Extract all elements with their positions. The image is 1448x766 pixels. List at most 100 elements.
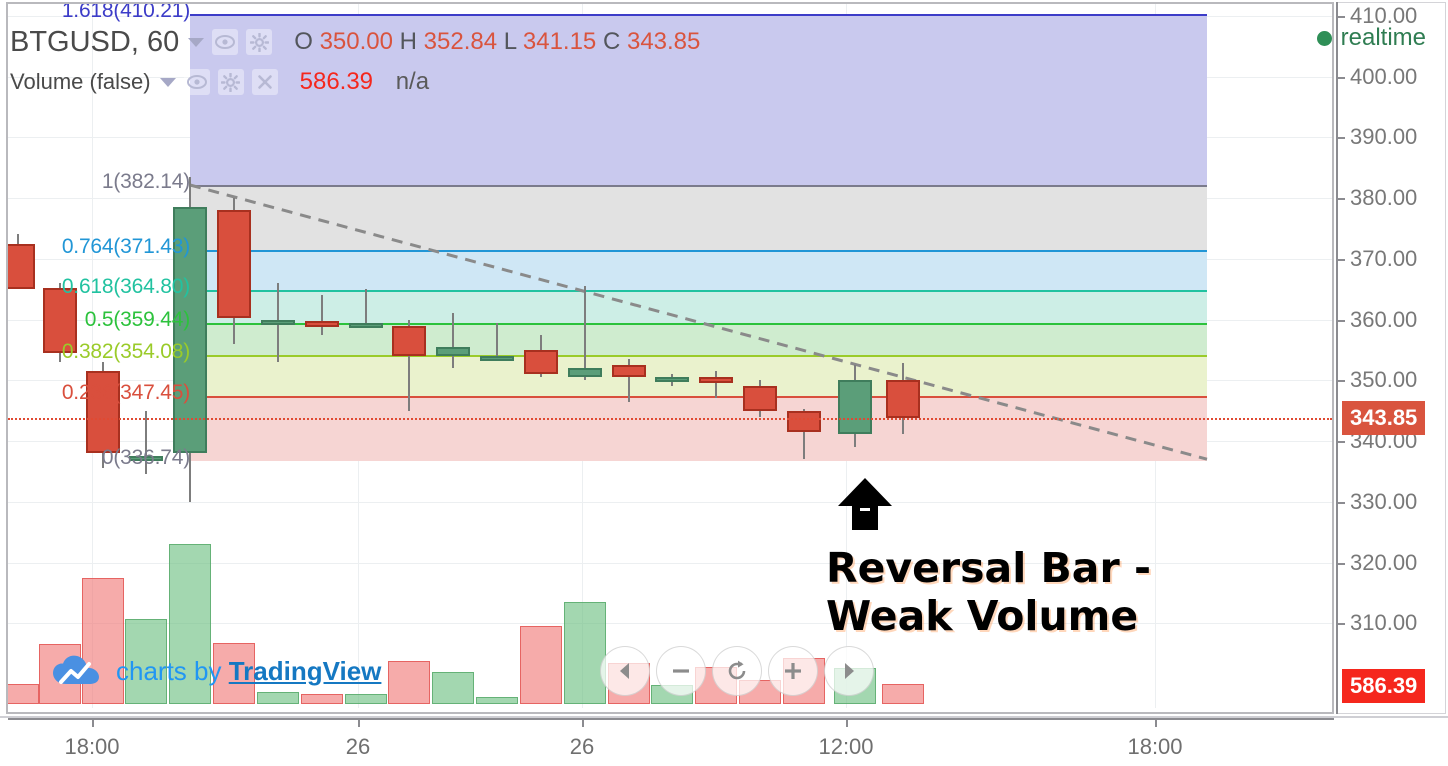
fibonacci-level-line[interactable] xyxy=(190,14,1207,17)
volume-bar[interactable] xyxy=(169,544,211,704)
branding-name: TradingView xyxy=(228,655,382,686)
candle-body[interactable] xyxy=(8,243,35,290)
ohlc-o-key: O xyxy=(294,28,313,55)
volume-bar[interactable] xyxy=(257,692,299,704)
candle-body[interactable] xyxy=(699,376,733,384)
candle-body[interactable] xyxy=(787,410,821,432)
volume-bar[interactable] xyxy=(432,671,474,704)
gear-icon[interactable] xyxy=(246,29,273,55)
fibonacci-level-line[interactable] xyxy=(190,395,1207,398)
gridline-horizontal xyxy=(8,623,1332,625)
fibonacci-level-line[interactable] xyxy=(190,322,1207,325)
fibonacci-level-label: 0.236(347.45) xyxy=(61,380,190,404)
time-tick xyxy=(92,718,94,727)
price-axis-panel[interactable] xyxy=(1336,2,1446,714)
price-tick-label: 330.00 xyxy=(1350,488,1418,514)
candle-body[interactable] xyxy=(612,365,646,378)
annotation-text: Reversal Bar - Weak Volume xyxy=(826,544,1151,641)
volume-bar[interactable] xyxy=(564,601,606,704)
candle-body[interactable] xyxy=(305,320,339,327)
price-tick-label: 390.00 xyxy=(1350,124,1418,150)
candle-body[interactable] xyxy=(43,287,77,353)
price-tick-label: 380.00 xyxy=(1350,185,1418,210)
chart-nav-buttons[interactable] xyxy=(600,646,880,696)
candle-wick xyxy=(365,289,367,326)
candle-body[interactable] xyxy=(838,380,872,434)
candle-body[interactable] xyxy=(886,380,920,418)
candle-body[interactable] xyxy=(129,455,163,461)
nav-step-forward-button[interactable] xyxy=(824,646,874,696)
candle-body[interactable] xyxy=(349,322,383,328)
candle-wick xyxy=(145,410,147,475)
tradingview-branding[interactable]: charts by TradingView xyxy=(52,654,381,688)
candle-body[interactable] xyxy=(173,206,207,454)
volume-bar[interactable] xyxy=(882,683,924,704)
fibonacci-level-line[interactable] xyxy=(190,250,1207,253)
volume-bar[interactable] xyxy=(125,618,167,704)
candle-body[interactable] xyxy=(392,325,426,356)
volume-bar[interactable] xyxy=(388,661,430,704)
price-tick xyxy=(1336,501,1345,504)
fibonacci-level-label: 0.5(359.44) xyxy=(84,307,190,331)
time-tick xyxy=(358,718,360,727)
nav-zoom-out-button[interactable] xyxy=(656,646,706,696)
nav-zoom-in-button[interactable] xyxy=(768,646,818,696)
volume-bar[interactable] xyxy=(345,693,387,704)
price-tick-label: 370.00 xyxy=(1350,245,1418,271)
symbol-title[interactable]: BTGUSD, 60 xyxy=(10,25,180,58)
fibonacci-level-label: 0.764(371.43) xyxy=(61,235,190,259)
fibonacci-band xyxy=(190,355,1207,396)
fibonacci-level-line[interactable] xyxy=(190,184,1207,187)
close-icon[interactable] xyxy=(251,69,278,95)
up-arrow-icon xyxy=(838,478,892,530)
branding-prefix: charts by xyxy=(116,655,229,686)
time-axis-line xyxy=(8,718,1334,720)
volume-readout: 586.39 n/a xyxy=(300,68,429,96)
fibonacci-level-label: 0.618(364.80) xyxy=(61,275,190,299)
tradingview-logo-icon xyxy=(53,655,99,684)
candle-body[interactable] xyxy=(217,210,251,319)
time-tick xyxy=(1155,718,1157,727)
volume-bar[interactable] xyxy=(8,683,39,704)
fibonacci-level-label: 0.382(354.08) xyxy=(61,340,190,364)
nav-step-back-button[interactable] xyxy=(600,646,650,696)
candle-wick xyxy=(803,409,805,460)
volume-bar[interactable] xyxy=(520,625,562,704)
candle-body[interactable] xyxy=(436,346,470,356)
fibonacci-level-label: 1.618(410.21) xyxy=(61,4,190,23)
candle-body[interactable] xyxy=(261,319,295,325)
candle-wick xyxy=(321,295,323,335)
volume-bar[interactable] xyxy=(476,696,518,704)
volume-bar[interactable] xyxy=(301,694,343,704)
fibonacci-level-label: 1(382.14) xyxy=(101,169,190,193)
nav-reset-button[interactable] xyxy=(712,646,762,696)
eye-icon[interactable] xyxy=(183,69,210,95)
eye-icon[interactable] xyxy=(212,29,239,55)
fibonacci-level-line[interactable] xyxy=(190,290,1207,293)
candle-body[interactable] xyxy=(480,355,514,361)
volume-na: n/a xyxy=(395,68,430,95)
fibonacci-band xyxy=(190,250,1207,291)
candle-body[interactable] xyxy=(568,368,602,378)
price-tick xyxy=(1336,137,1345,140)
price-axis[interactable]: 410.00 400.00 390.00 380.00 370.00 360.00 350.… xyxy=(1336,2,1446,714)
chevron-down-icon[interactable] xyxy=(188,37,205,47)
candle-body[interactable] xyxy=(86,371,120,454)
candle-body[interactable] xyxy=(524,349,558,375)
current-price-line xyxy=(8,417,1332,420)
chevron-down-icon[interactable] xyxy=(159,77,176,87)
fibonacci-band xyxy=(190,322,1207,356)
chart-plot-area[interactable]: 1.618(410.21) 1(382.14) 0.764(371.43) 0.618… xyxy=(8,4,1332,708)
time-axis-panel[interactable] xyxy=(0,716,1448,766)
branding-text[interactable]: charts by TradingView xyxy=(116,656,381,687)
candle-body[interactable] xyxy=(655,376,689,382)
volume-bar[interactable] xyxy=(213,642,255,704)
gear-icon[interactable] xyxy=(217,69,244,95)
candle-body[interactable] xyxy=(743,386,777,411)
fibonacci-level-line[interactable] xyxy=(190,355,1207,358)
volume-study-title[interactable]: Volume (false) xyxy=(10,69,151,94)
time-axis[interactable]: 18:00 26 26 12:00 18:00 xyxy=(8,718,1438,764)
ohlc-c-key: C xyxy=(602,28,621,55)
fibonacci-level-label: 0(336.74) xyxy=(101,445,190,469)
